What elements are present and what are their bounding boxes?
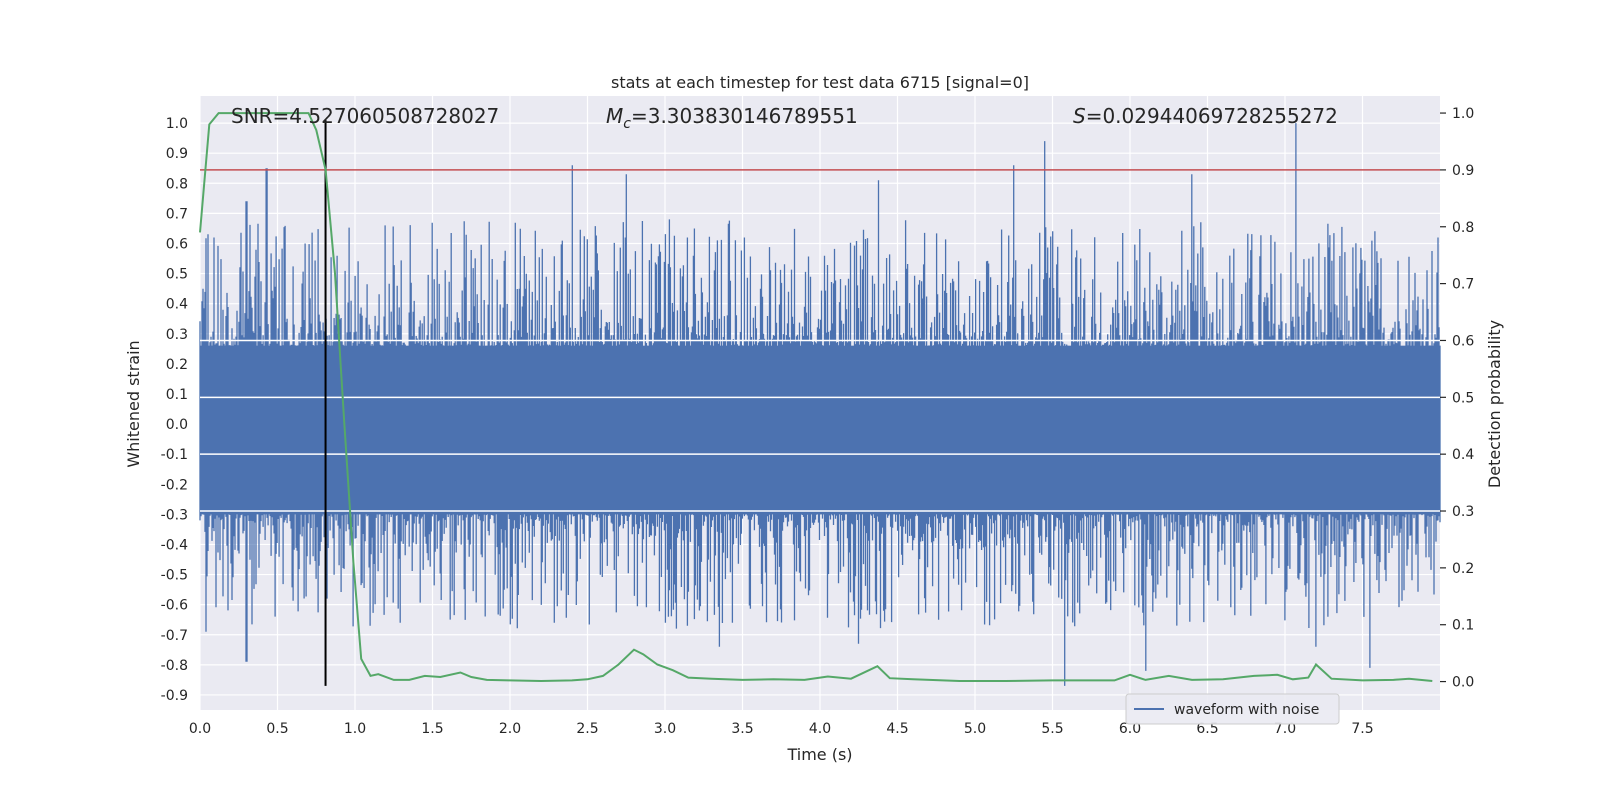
- score-symbol: S: [1073, 104, 1086, 128]
- x-tick-label: 2.5: [576, 721, 598, 737]
- x-tick-label: 1.0: [344, 721, 366, 737]
- score-annotation: S=0.02944069728255272: [1073, 104, 1338, 128]
- waveform-with-noise: [199, 123, 1441, 686]
- x-tick-label: 6.0: [1119, 721, 1141, 737]
- y-tick-label: 0.5: [166, 267, 188, 283]
- snr-annotation: SNR=4.527060508728027: [231, 104, 499, 128]
- y2-tick-label: 0.8: [1452, 220, 1474, 236]
- y-tick-label: -0.5: [161, 568, 188, 584]
- x-tick-label: 4.5: [886, 721, 908, 737]
- y-tick-label: 0.4: [166, 297, 188, 313]
- y2-tick-label: 0.1: [1452, 618, 1474, 634]
- x-tick-label: 6.5: [1196, 721, 1218, 737]
- y-tick-label: 0.8: [166, 176, 188, 192]
- legend-entry: waveform with noise: [1174, 702, 1319, 718]
- y-tick-label: -0.2: [161, 477, 188, 493]
- y-tick-label: 0.2: [166, 357, 188, 373]
- x-tick-label: 3.5: [731, 721, 753, 737]
- x-tick-label: 3.0: [654, 721, 676, 737]
- y-tick-label: -0.1: [161, 447, 188, 463]
- y2-tick-label: 0.5: [1452, 390, 1474, 406]
- x-tick-label: 2.0: [499, 721, 521, 737]
- y-tick-label: -0.9: [161, 688, 188, 704]
- y-tick-label: 0.0: [166, 417, 188, 433]
- y2-axis-label: Detection probability: [1485, 320, 1504, 488]
- y-axis-label: Whitened strain: [124, 340, 143, 467]
- chirp-mass-subscript: c: [623, 116, 631, 132]
- y2-tick-label: 1.0: [1452, 106, 1474, 122]
- x-tick-label: 5.5: [1041, 721, 1063, 737]
- y-tick-label: 0.7: [166, 206, 188, 222]
- x-tick-label: 1.5: [421, 721, 443, 737]
- legend: waveform with noise: [1125, 693, 1340, 725]
- chirp-mass-symbol: M: [606, 104, 623, 128]
- x-tick-label: 4.0: [809, 721, 831, 737]
- y2-tick-label: 0.2: [1452, 561, 1474, 577]
- y-ticks: 1.0 0.9 0.8 0.7 0.6 0.5 0.4 0.3 0.2 0.1 0.0 -0.1 -0.…: [161, 116, 188, 704]
- y-tick-label: -0.3: [161, 507, 188, 523]
- x-ticks: 0.0 0.5 1.0 1.5 2.0 2.5 3.0 3.5 4.0 4.5 5.0 5.5 6.0 6…: [189, 721, 1374, 737]
- score-value: =0.02944069728255272: [1086, 104, 1338, 128]
- y2-tick-label: 0.9: [1452, 163, 1474, 179]
- y-tick-label: -0.7: [161, 628, 188, 644]
- y-tick-label: 1.0: [166, 116, 188, 132]
- y2-tick-label: 0.0: [1452, 675, 1474, 691]
- legend-box: [1125, 693, 1340, 725]
- detection-probability-line: [199, 112, 1433, 683]
- x-tick-label: 7.0: [1274, 721, 1296, 737]
- horizontal-grid: [200, 339, 1440, 512]
- y-tick-label: 0.9: [166, 146, 188, 162]
- waveform-core: [200, 345, 1440, 515]
- y2-tick-label: 0.7: [1452, 277, 1474, 293]
- y2-tick-label: 0.4: [1452, 447, 1474, 463]
- x-axis-label: Time (s): [786, 745, 852, 764]
- y-tick-label: -0.6: [161, 598, 188, 614]
- x-tick-label: 0.5: [266, 721, 288, 737]
- y2-tick-label: 0.3: [1452, 504, 1474, 520]
- x-tick-label: 5.0: [964, 721, 986, 737]
- y2-ticks: 1.0 0.9 0.8 0.7 0.6 0.5 0.4 0.3 0.2 0.1 0.0: [1440, 106, 1474, 691]
- y-tick-label: 0.6: [166, 236, 188, 252]
- x-tick-label: 7.5: [1351, 721, 1373, 737]
- y-tick-label: 0.3: [166, 327, 188, 343]
- x-tick-label: 0.0: [189, 721, 211, 737]
- chirp-mass-value: =3.303830146789551: [631, 104, 858, 128]
- chart-title: stats at each timestep for test data 671…: [611, 73, 1029, 92]
- y-tick-label: 0.1: [166, 387, 188, 403]
- chirp-mass-annotation: Mc=3.303830146789551: [606, 104, 858, 132]
- y-tick-label: -0.8: [161, 658, 188, 674]
- y-tick-label: -0.4: [161, 537, 188, 553]
- y2-tick-label: 0.6: [1452, 333, 1474, 349]
